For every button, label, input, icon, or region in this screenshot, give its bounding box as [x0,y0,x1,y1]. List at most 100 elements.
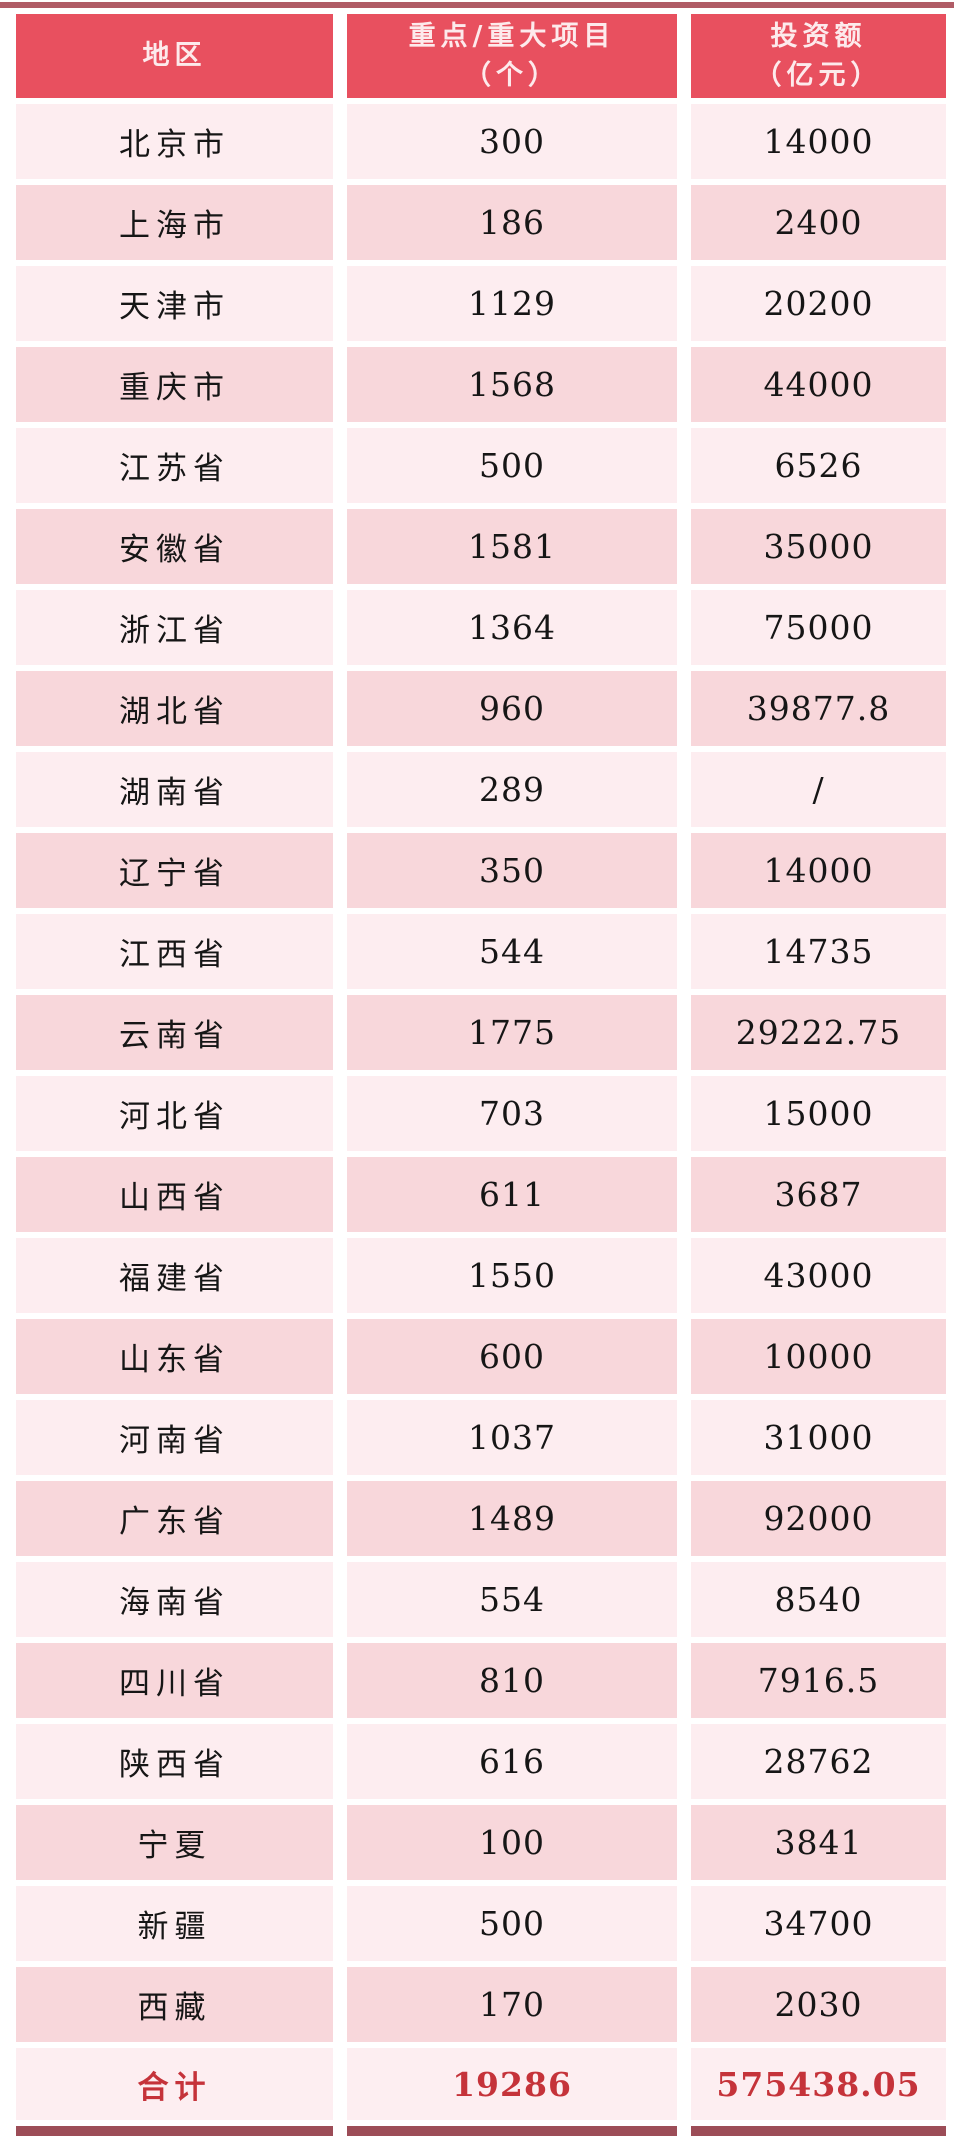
region-cell: 河南省 [16,1400,333,1475]
investment-amount-cell: 14000 [691,104,946,179]
region-cell: 辽宁省 [16,833,333,908]
investment-amount-cell: 2030 [691,1967,946,2042]
table-body: 北京市 300 14000 上海市 186 2400 天津市 1129 2020… [16,104,946,2042]
table-row: 海南省 554 8540 [16,1562,946,1637]
region-cell: 安徽省 [16,509,333,584]
investment-amount-cell: 28762 [691,1724,946,1799]
table-row: 广东省 1489 92000 [16,1481,946,1556]
projects-count-cell: 170 [347,1967,677,2042]
projects-count-cell: 289 [347,752,677,827]
projects-count-cell: 544 [347,914,677,989]
investment-amount-cell: 3841 [691,1805,946,1880]
projects-count-cell: 1489 [347,1481,677,1556]
investment-amount-cell: / [691,752,946,827]
region-cell: 河北省 [16,1076,333,1151]
region-cell: 陕西省 [16,1724,333,1799]
bottom-border-segment-investment [691,2126,946,2136]
projects-investment-table: 地区 重点/重大项目 （个） 投资额 （亿元） 北京市 300 14000 上海… [0,14,954,2120]
total-projects-cell: 19286 [347,2048,677,2120]
investment-amount-cell: 31000 [691,1400,946,1475]
bottom-border-segment-region [16,2126,333,2136]
region-cell: 广东省 [16,1481,333,1556]
table-row: 福建省 1550 43000 [16,1238,946,1313]
projects-count-cell: 1568 [347,347,677,422]
table-row: 重庆市 1568 44000 [16,347,946,422]
table-bottom-border [0,2126,954,2136]
table-total-row: 合计 19286 575438.05 [16,2048,946,2120]
projects-count-cell: 500 [347,1886,677,1961]
investment-amount-cell: 2400 [691,185,946,260]
projects-count-cell: 186 [347,185,677,260]
region-cell: 四川省 [16,1643,333,1718]
header-cell-projects: 重点/重大项目 （个） [347,14,677,98]
region-cell: 上海市 [16,185,333,260]
table-top-border [0,2,954,8]
region-cell: 宁夏 [16,1805,333,1880]
total-investment-cell: 575438.05 [691,2048,946,2120]
table-row: 辽宁省 350 14000 [16,833,946,908]
table-row: 江西省 544 14735 [16,914,946,989]
region-cell: 云南省 [16,995,333,1070]
projects-count-cell: 600 [347,1319,677,1394]
region-cell: 浙江省 [16,590,333,665]
projects-count-cell: 1775 [347,995,677,1070]
table-row: 新疆 500 34700 [16,1886,946,1961]
table-row: 宁夏 100 3841 [16,1805,946,1880]
projects-count-cell: 100 [347,1805,677,1880]
table-row: 湖北省 960 39877.8 [16,671,946,746]
projects-count-cell: 350 [347,833,677,908]
region-cell: 江苏省 [16,428,333,503]
region-cell: 福建省 [16,1238,333,1313]
investment-amount-cell: 39877.8 [691,671,946,746]
region-cell: 山东省 [16,1319,333,1394]
table-row: 山东省 600 10000 [16,1319,946,1394]
total-region-cell: 合计 [16,2048,333,2120]
investment-amount-cell: 20200 [691,266,946,341]
investment-amount-cell: 34700 [691,1886,946,1961]
table-row: 西藏 170 2030 [16,1967,946,2042]
projects-count-cell: 703 [347,1076,677,1151]
investment-amount-cell: 14735 [691,914,946,989]
investment-amount-cell: 35000 [691,509,946,584]
projects-count-cell: 554 [347,1562,677,1637]
region-cell: 山西省 [16,1157,333,1232]
region-cell: 江西省 [16,914,333,989]
investment-amount-cell: 7916.5 [691,1643,946,1718]
projects-count-cell: 300 [347,104,677,179]
projects-count-cell: 960 [347,671,677,746]
table-row: 浙江省 1364 75000 [16,590,946,665]
projects-count-cell: 1037 [347,1400,677,1475]
investment-amount-cell: 75000 [691,590,946,665]
table-row: 上海市 186 2400 [16,185,946,260]
table-row: 云南省 1775 29222.75 [16,995,946,1070]
table-row: 北京市 300 14000 [16,104,946,179]
bottom-border-segment-projects [347,2126,677,2136]
region-cell: 湖北省 [16,671,333,746]
projects-count-cell: 1129 [347,266,677,341]
header-investment-label-line2: （亿元） [754,60,883,91]
investment-amount-cell: 6526 [691,428,946,503]
projects-count-cell: 611 [347,1157,677,1232]
investment-amount-cell: 15000 [691,1076,946,1151]
projects-count-cell: 1364 [347,590,677,665]
investment-amount-cell: 44000 [691,347,946,422]
header-region-label: 地区 [142,40,207,72]
table-row: 江苏省 500 6526 [16,428,946,503]
region-cell: 西藏 [16,1967,333,2042]
investment-amount-cell: 3687 [691,1157,946,1232]
header-cell-investment: 投资额 （亿元） [691,14,946,98]
projects-count-cell: 500 [347,428,677,503]
header-projects-label-line1: 重点/重大项目 [408,20,616,52]
region-cell: 海南省 [16,1562,333,1637]
table-row: 四川省 810 7916.5 [16,1643,946,1718]
investment-amount-cell: 43000 [691,1238,946,1313]
table-row: 河南省 1037 31000 [16,1400,946,1475]
projects-count-cell: 616 [347,1724,677,1799]
investment-amount-cell: 14000 [691,833,946,908]
header-cell-region: 地区 [16,14,333,98]
header-projects-label-line2: （个） [464,60,560,91]
region-cell: 重庆市 [16,347,333,422]
projects-count-cell: 1581 [347,509,677,584]
investment-amount-cell: 29222.75 [691,995,946,1070]
